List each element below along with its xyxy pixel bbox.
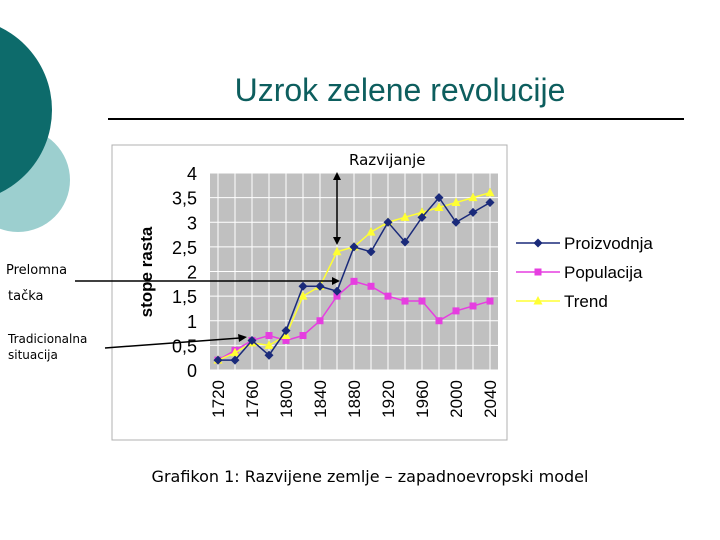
x-tick-label: 1920 bbox=[379, 380, 398, 418]
data-point-proizvodnja bbox=[417, 212, 427, 222]
x-tick-label: 2000 bbox=[447, 380, 466, 418]
data-point-populacija bbox=[384, 292, 392, 300]
data-point-proizvodnja bbox=[366, 247, 376, 257]
data-point-proizvodnja bbox=[332, 286, 342, 296]
data-point-trend bbox=[264, 340, 274, 349]
legend-marker bbox=[534, 268, 542, 276]
series-layer bbox=[213, 187, 495, 365]
x-tick-labels: 1720 1760 1800 1840 1880 1920 1960 2000 2040 bbox=[209, 380, 500, 418]
y-axis-label: stope rasta bbox=[137, 226, 156, 317]
legend-label: Populacija bbox=[564, 263, 643, 282]
data-point-trend bbox=[230, 347, 240, 357]
data-point-trend bbox=[434, 202, 444, 211]
slide-title: Uzrok zelene revolucije bbox=[234, 72, 566, 108]
y-tick-label: 0 bbox=[187, 361, 197, 381]
x-tick-label: 1760 bbox=[243, 380, 262, 418]
data-point-proizvodnja bbox=[468, 207, 478, 217]
title-divider bbox=[108, 118, 684, 120]
data-point-trend bbox=[468, 192, 478, 202]
data-point-trend bbox=[451, 197, 461, 207]
x-tick-label: 1960 bbox=[413, 380, 432, 418]
data-point-proizvodnja bbox=[485, 198, 495, 208]
data-point-proizvodnja bbox=[213, 355, 223, 365]
y-tick-label: 0,5 bbox=[172, 336, 197, 356]
traditional-arrow bbox=[104, 337, 241, 349]
annotation-situacija: situacija bbox=[8, 348, 58, 362]
y-tick-label: 2,5 bbox=[172, 238, 197, 258]
data-point-populacija bbox=[350, 277, 358, 285]
data-point-populacija bbox=[265, 332, 273, 340]
arrow-head-down bbox=[333, 237, 341, 245]
data-point-proizvodnja bbox=[349, 242, 359, 252]
annotation-tradicionalna: Tradicionalna bbox=[8, 332, 88, 346]
data-point-proizvodnja bbox=[451, 217, 461, 227]
data-point-populacija bbox=[333, 292, 341, 300]
data-point-proizvodnja bbox=[315, 281, 325, 291]
y-tick-label: 1,5 bbox=[172, 287, 197, 307]
data-point-proizvodnja bbox=[434, 193, 444, 203]
data-point-populacija bbox=[367, 282, 375, 290]
data-point-trend bbox=[332, 246, 342, 256]
data-point-proizvodnja bbox=[264, 350, 274, 360]
data-point-trend bbox=[298, 291, 308, 300]
data-point-populacija bbox=[316, 317, 324, 325]
legend-label: Proizvodnja bbox=[564, 234, 653, 253]
data-point-populacija bbox=[469, 302, 477, 310]
data-point-populacija bbox=[418, 297, 426, 305]
data-point-populacija bbox=[401, 297, 409, 305]
data-point-proizvodnja bbox=[400, 237, 410, 247]
y-tick-label: 1 bbox=[187, 312, 197, 332]
y-tick-label: 3,5 bbox=[172, 189, 197, 209]
data-point-proizvodnja bbox=[281, 326, 291, 336]
annotation-prelomna: Prelomna bbox=[6, 263, 68, 278]
arrow-head-right bbox=[332, 277, 340, 285]
data-point-proizvodnja bbox=[230, 355, 240, 365]
data-point-trend bbox=[400, 212, 410, 221]
arrow-head-up bbox=[333, 172, 341, 180]
data-point-proizvodnja bbox=[298, 281, 308, 291]
dark-circle-shape bbox=[0, 27, 52, 193]
y-tick-label: 4 bbox=[187, 164, 197, 184]
x-tick-label: 1800 bbox=[277, 380, 296, 418]
annotation-arrows bbox=[75, 172, 341, 349]
chart-caption: Grafikon 1: Razvijene zemlje – zapadnoev… bbox=[151, 467, 589, 486]
legend-label: Trend bbox=[564, 292, 608, 311]
data-point-trend bbox=[485, 187, 495, 197]
data-point-trend bbox=[366, 227, 376, 236]
annotation-razvijanje: Razvijanje bbox=[349, 151, 426, 169]
x-tick-label: 2040 bbox=[481, 380, 500, 418]
data-point-populacija bbox=[299, 332, 307, 340]
data-point-proizvodnja bbox=[247, 335, 257, 345]
data-point-populacija bbox=[282, 336, 290, 344]
data-point-proizvodnja bbox=[383, 217, 393, 227]
data-point-populacija bbox=[435, 317, 443, 325]
legend-marker bbox=[533, 296, 543, 305]
data-point-populacija bbox=[452, 307, 460, 315]
legend: Proizvodnja Populacija Trend bbox=[516, 234, 653, 311]
y-tick-label: 2 bbox=[187, 263, 197, 283]
annotation-tacka: tačka bbox=[8, 289, 44, 304]
y-tick-label: 3 bbox=[187, 213, 197, 233]
data-point-populacija bbox=[486, 297, 494, 305]
arrow-head-right-2 bbox=[238, 334, 247, 342]
x-tick-label: 1840 bbox=[311, 380, 330, 418]
x-tick-label: 1720 bbox=[209, 380, 228, 418]
legend-marker bbox=[533, 238, 543, 248]
x-tick-label: 1880 bbox=[345, 380, 364, 418]
